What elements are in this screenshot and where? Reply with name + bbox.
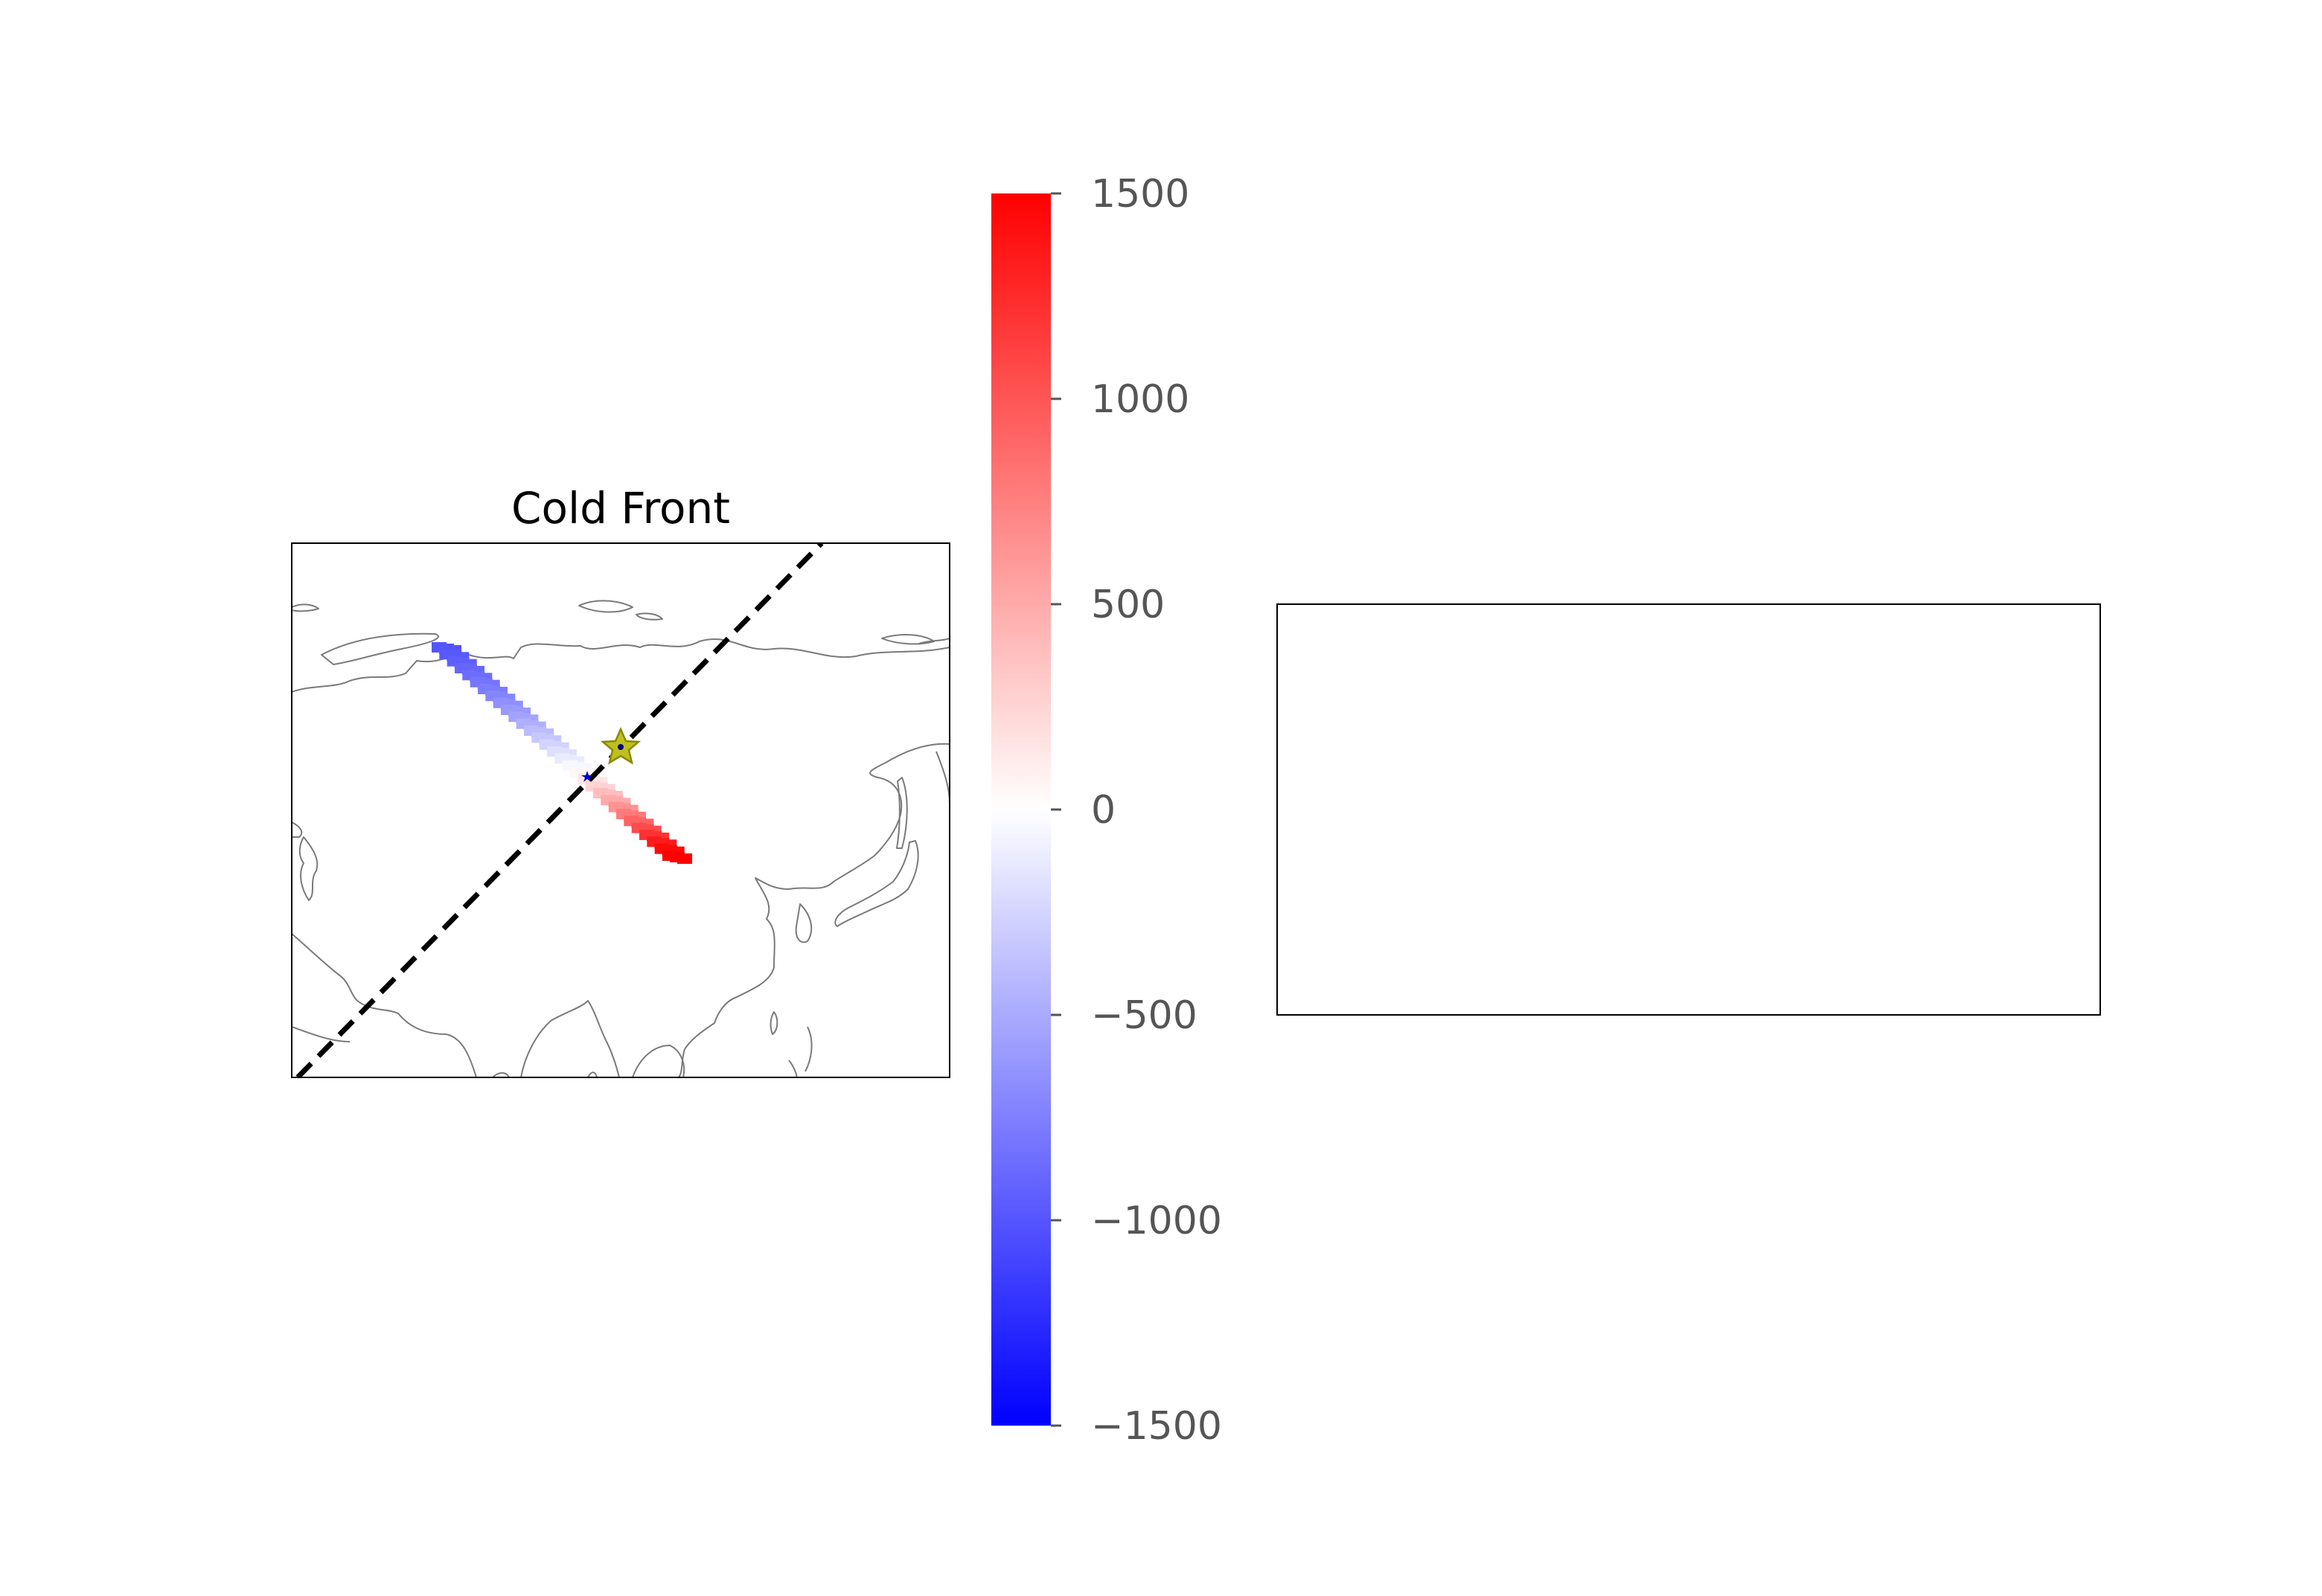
colorbar-tick-label: 1500	[1091, 172, 1189, 217]
coastline-taimyr-islands	[636, 612, 663, 621]
colorbar-tick-label: 1000	[1091, 377, 1189, 422]
colorbar-tick-label: 0	[1091, 788, 1116, 833]
colorbar	[991, 193, 1051, 1426]
map-frame	[291, 542, 950, 1078]
cold-front-line	[295, 543, 824, 1077]
colorbar-tick-label: −1500	[1091, 1404, 1222, 1449]
coastline-caspian	[298, 836, 319, 901]
coastline-okhotsk	[678, 743, 950, 1077]
transect-heatmap	[432, 642, 692, 864]
coastline-severnaya-zemlya	[578, 600, 633, 613]
colorbar-tick-label: 500	[1091, 583, 1165, 627]
coastline-novaya-zemlya	[321, 632, 439, 665]
coastline-kola	[292, 603, 319, 612]
coastline-japan	[834, 840, 919, 927]
coastline-chukotka	[918, 638, 950, 644]
coastline-sakhalin	[896, 777, 908, 849]
front-center-dot	[618, 744, 624, 750]
coastline-kamchatka	[935, 751, 950, 804]
coastline-india	[446, 1000, 620, 1077]
coastline-philippines	[788, 1026, 813, 1077]
map-title: Cold Front	[511, 483, 730, 533]
empty-right-panel	[1276, 603, 2101, 1016]
coastline-arabia	[292, 1026, 351, 1042]
coastline-sri-lanka	[587, 1071, 598, 1077]
colorbar-tick-label: −500	[1091, 993, 1197, 1038]
coastline-arctic	[292, 638, 950, 693]
colorbar-tick-label: −1000	[1091, 1199, 1222, 1243]
coastline-indochina	[632, 1045, 685, 1077]
map-panel	[292, 543, 950, 1077]
coastline-taiwan	[770, 1011, 778, 1035]
coastline-black-sea	[292, 821, 303, 838]
coastline-korea	[795, 903, 813, 943]
coastlines	[292, 600, 950, 1077]
colorbar-ticks: 1500 1000 500 0 −500 −1000 −1500	[1051, 172, 1222, 1449]
transect-cell	[677, 853, 692, 864]
blue-point-marker	[581, 771, 593, 782]
coastline-persian-gulf	[292, 933, 447, 1035]
